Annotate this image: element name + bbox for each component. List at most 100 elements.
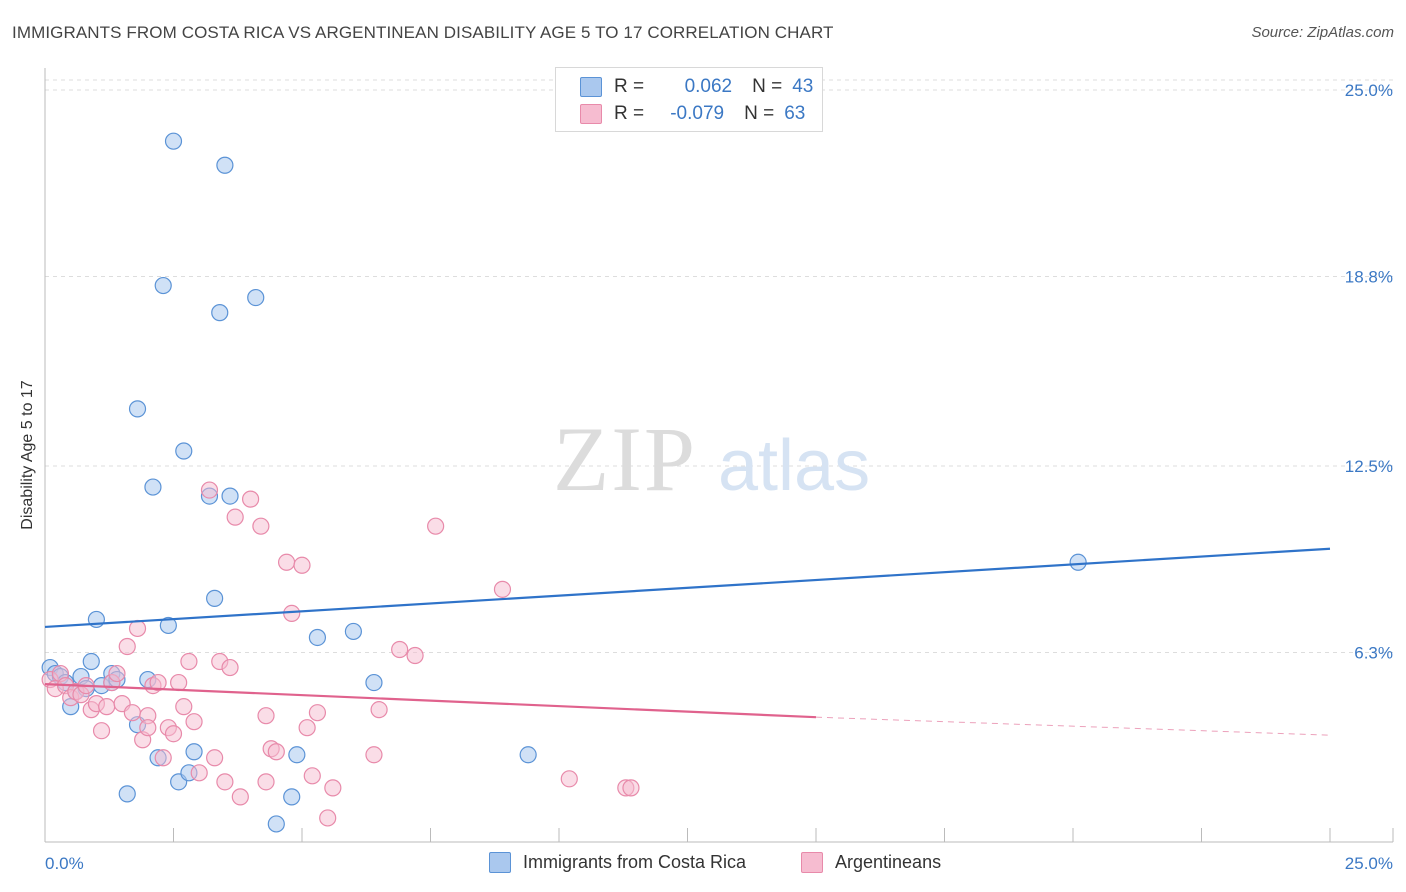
data-point-argentineans [267, 743, 285, 761]
data-point-argentineans [123, 704, 141, 722]
legend-r-value: -0.079 [670, 103, 725, 124]
trend-line-costa-rica [44, 547, 1331, 629]
data-point-argentineans [98, 698, 116, 716]
data-point-costa-rica [344, 622, 362, 641]
data-point-argentineans [277, 553, 296, 571]
data-point-argentineans [303, 767, 321, 785]
data-point-argentineans [128, 619, 147, 638]
data-point-argentineans [216, 773, 234, 791]
data-point-argentineans [221, 658, 239, 677]
data-point-costa-rica [206, 589, 224, 607]
data-point-costa-rica [154, 276, 172, 295]
data-point-argentineans [324, 779, 342, 797]
data-point-costa-rica [267, 815, 285, 833]
watermark-atlas: atlas [718, 426, 870, 506]
data-point-argentineans [92, 722, 111, 740]
data-point-argentineans [226, 508, 244, 526]
legend-r-value: 0.062 [684, 76, 733, 97]
bottom-legend-swatch-pink [801, 852, 823, 873]
data-point-argentineans [164, 725, 183, 743]
data-point-costa-rica [128, 400, 147, 418]
y-tick-label: 6.3% [1354, 644, 1393, 663]
data-point-costa-rica [211, 304, 229, 322]
data-point-costa-rica [365, 673, 383, 692]
watermark: ZIP atlas [553, 408, 870, 510]
data-point-argentineans [242, 490, 260, 508]
data-point-argentineans [493, 580, 512, 598]
bottom-legend-costa-rica: Immigrants from Costa Rica [489, 852, 746, 873]
watermark-zip: ZIP [553, 408, 697, 510]
data-point-costa-rica [216, 156, 234, 174]
y-tick-label: 25.0% [1345, 81, 1393, 100]
bottom-legend-argentineans: Argentineans [801, 852, 941, 873]
data-point-argentineans [170, 673, 188, 692]
legend-n-value: 63 [784, 103, 806, 124]
data-point-argentineans [139, 719, 157, 737]
data-point-argentineans [118, 637, 136, 656]
data-point-costa-rica [144, 478, 162, 496]
data-point-argentineans [365, 746, 383, 764]
data-point-argentineans [622, 779, 640, 797]
data-point-argentineans [200, 481, 219, 499]
data-point-costa-rica [1069, 553, 1087, 571]
data-point-costa-rica [82, 652, 100, 671]
axes [44, 68, 1394, 843]
legend-r-label: R = [614, 76, 645, 97]
data-point-argentineans [370, 701, 388, 719]
data-point-argentineans [406, 646, 424, 665]
chart-title: IMMIGRANTS FROM COSTA RICA VS ARGENTINEA… [12, 23, 834, 42]
trend-lines [44, 547, 1331, 736]
data-point-argentineans [154, 749, 172, 767]
data-point-argentineans [298, 719, 316, 737]
data-point-costa-rica [519, 746, 537, 764]
data-point-argentineans [190, 764, 208, 782]
series-argentineans-points [41, 481, 640, 827]
trend-line-argentineans [44, 682, 817, 719]
x-tick-labels: 0.0% 25.0% [45, 854, 1393, 873]
data-point-costa-rica [164, 132, 183, 150]
data-point-costa-rica [175, 442, 193, 460]
data-point-argentineans [231, 788, 249, 806]
data-point-argentineans [308, 704, 327, 722]
data-point-argentineans [257, 707, 275, 725]
legend-swatch-blue [580, 77, 602, 97]
data-point-argentineans [252, 517, 270, 535]
bottom-legend-swatch-blue [489, 852, 511, 873]
data-point-costa-rica [283, 788, 301, 806]
legend-r-label: R = [614, 103, 645, 124]
data-point-argentineans [319, 809, 337, 827]
x-tick-label: 25.0% [1345, 854, 1393, 873]
stats-legend: R = 0.062 N = 43 R = -0.079 N = 63 [555, 67, 823, 132]
data-point-argentineans [180, 652, 198, 671]
legend-swatch-pink [580, 104, 602, 124]
data-point-argentineans [560, 770, 578, 788]
data-point-argentineans [185, 713, 203, 731]
legend-row-costa-rica: R = 0.062 N = 43 [580, 75, 813, 99]
data-point-argentineans [108, 664, 126, 683]
data-point-costa-rica [221, 487, 239, 505]
legend-row-argentineans: R = -0.079 N = 63 [580, 102, 805, 126]
data-point-argentineans [206, 749, 224, 767]
data-point-argentineans [283, 604, 301, 623]
data-point-costa-rica [288, 746, 306, 764]
data-point-costa-rica [159, 616, 177, 635]
data-point-costa-rica [247, 288, 265, 307]
data-point-argentineans [149, 673, 167, 692]
data-point-costa-rica [308, 628, 327, 647]
y-tick-labels: 6.3% 12.5% 18.8% 25.0% [1345, 81, 1393, 662]
y-tick-label: 18.8% [1345, 268, 1393, 287]
data-point-argentineans [427, 517, 445, 535]
y-tick-label: 12.5% [1345, 457, 1393, 476]
legend-n-value: 43 [792, 76, 814, 97]
data-point-argentineans [293, 556, 311, 574]
bottom-legend-label: Argentineans [835, 852, 942, 872]
data-point-argentineans [175, 698, 193, 716]
legend-n-label: N = [744, 103, 775, 124]
trend-line-argentineans-extension [815, 716, 1331, 736]
data-point-costa-rica [118, 785, 136, 803]
data-point-costa-rica [185, 743, 203, 761]
chart-source: Source: ZipAtlas.com [1251, 24, 1394, 41]
data-point-argentineans [257, 773, 275, 791]
grid [45, 79, 1393, 654]
